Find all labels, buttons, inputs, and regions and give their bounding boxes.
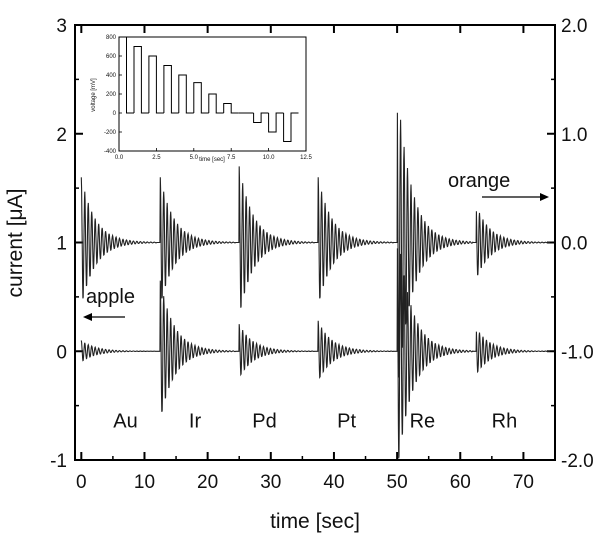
x-axis-title: time [sec]	[270, 510, 360, 533]
apple-trace	[80, 248, 551, 459]
inset-y-tick-label: 600	[106, 54, 117, 60]
orange-label: orange	[448, 170, 510, 192]
metal-label: Re	[410, 410, 436, 432]
inset-x-tick-label: 10.0	[263, 155, 275, 161]
inset-bar	[283, 112, 299, 142]
y-tick-label: 3	[56, 16, 67, 37]
inset-bar	[208, 93, 224, 114]
inset-bar	[268, 112, 284, 133]
inset-bar	[163, 65, 179, 114]
y2-tick-label: 2.0	[561, 16, 587, 37]
x-tick-label: 70	[513, 472, 534, 493]
x-tick-label: 40	[323, 472, 344, 493]
inset-axes: 0.0 2.5 5.0 7.5 10.0 12.5 800 600 400 200 0 -200 -40…	[104, 35, 313, 161]
inset-x-tick-label: 5.0	[190, 155, 199, 161]
inset-y-tick-label: 800	[106, 35, 117, 41]
inset-x-tick-label: 0.0	[115, 155, 124, 161]
apple-arrow	[83, 313, 125, 321]
inset-bar	[133, 46, 149, 114]
x-tick-label: 20	[197, 472, 218, 493]
y-axis-title: current [μA]	[4, 189, 27, 298]
inset-bar	[223, 103, 239, 114]
inset-bar	[193, 82, 209, 114]
x-tick-label: 10	[134, 472, 155, 493]
x-tick-label: 50	[387, 472, 408, 493]
metal-label: Ir	[189, 410, 202, 432]
y-tick-label: 1	[56, 234, 67, 255]
y-tick-label: -1	[50, 451, 67, 472]
metal-label: Rh	[492, 410, 518, 432]
inset-bar	[253, 112, 269, 123]
orange-arrow	[482, 193, 549, 201]
inset-x-tick-label: 12.5	[300, 155, 312, 161]
y-tick-label: 2	[56, 125, 67, 146]
x-tick-label: 30	[260, 472, 281, 493]
inset-y-title: voltage [mV]	[91, 78, 97, 112]
apple-label: apple	[86, 286, 135, 308]
inset-y-tick-label: -200	[104, 130, 117, 136]
y2-tick-label: 1.0	[561, 125, 587, 146]
traces	[80, 112, 551, 459]
orange-trace	[80, 112, 551, 378]
y2-tick-label: -2.0	[561, 451, 594, 472]
x-axis: 0 10 20 30 40 50 60 70	[76, 25, 534, 493]
metal-label: Pd	[252, 410, 276, 432]
inset-x-tick-label: 2.5	[152, 155, 161, 161]
metal-labels: Au Ir Pd Pt Re Rh	[113, 410, 517, 432]
x-tick-label: 0	[76, 472, 87, 493]
y-tick-label: 0	[56, 342, 67, 363]
metal-label: Au	[113, 410, 137, 432]
inset-y-tick-label: 200	[106, 92, 117, 98]
inset-bar	[178, 74, 194, 114]
inset-bar	[148, 55, 164, 114]
metal-label: Pt	[337, 410, 356, 432]
x-tick-label: 60	[450, 472, 471, 493]
y2-tick-label: 0.0	[561, 234, 587, 255]
inset-chart: 0.0 2.5 5.0 7.5 10.0 12.5 800 600 400 200 0 -200 -40…	[91, 35, 312, 163]
inset-y-tick-label: 0	[113, 111, 117, 117]
inset-x-tick-label: 7.5	[227, 155, 236, 161]
inset-x-title: time [sec]	[199, 157, 225, 163]
y-axis-left: -1 0 1 2 3	[50, 16, 83, 472]
inset-y-tick-label: -400	[104, 149, 117, 155]
y-axis-right: -2.0 -1.0 0.0 1.0 2.0	[547, 16, 594, 472]
inset-y-tick-label: 400	[106, 73, 117, 79]
y2-tick-label: -1.0	[561, 342, 594, 363]
inset-bars	[118, 36, 299, 142]
inset-bar	[118, 36, 134, 114]
